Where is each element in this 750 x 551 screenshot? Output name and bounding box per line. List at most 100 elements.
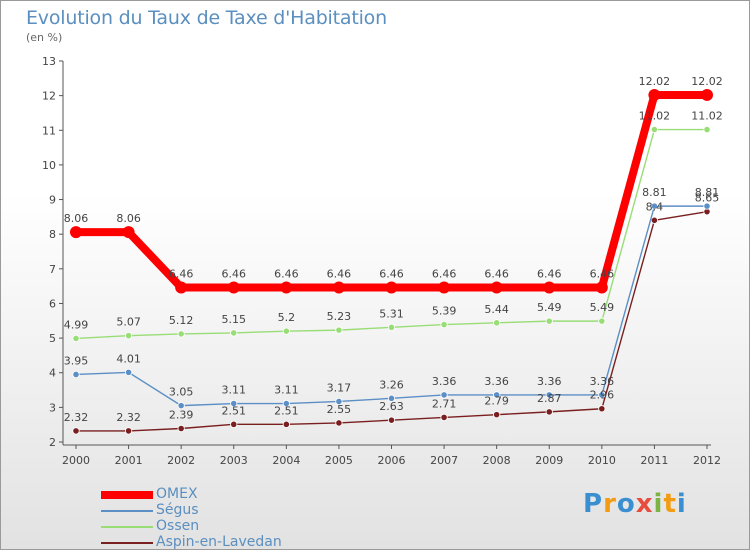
legend-swatch bbox=[101, 542, 153, 544]
x-tick-label: 2000 bbox=[62, 454, 90, 467]
data-label: 2.32 bbox=[64, 411, 89, 424]
data-point bbox=[650, 125, 659, 134]
data-label: 3.17 bbox=[327, 381, 352, 394]
logo-letter: r bbox=[603, 489, 617, 519]
logo-letter: i bbox=[676, 489, 687, 519]
data-label: 5.12 bbox=[169, 314, 194, 327]
data-label: 2.39 bbox=[169, 408, 194, 421]
data-point bbox=[335, 419, 343, 427]
data-label: 8.81 bbox=[642, 186, 667, 199]
data-label: 2.96 bbox=[590, 389, 615, 402]
data-label: 6.46 bbox=[484, 268, 509, 281]
logo-letter: o bbox=[616, 489, 636, 519]
data-label: 5.07 bbox=[116, 316, 141, 329]
data-label: 12.02 bbox=[639, 75, 671, 88]
x-tick-label: 2009 bbox=[535, 454, 563, 467]
series-line-omex bbox=[72, 90, 711, 292]
data-point bbox=[701, 88, 713, 101]
data-label: 3.26 bbox=[379, 378, 404, 391]
data-label: 3.95 bbox=[64, 354, 89, 367]
data-point bbox=[124, 427, 133, 435]
data-point bbox=[70, 226, 82, 239]
x-tick-label: 2010 bbox=[588, 454, 616, 467]
data-point bbox=[177, 402, 185, 410]
data-label: 6.46 bbox=[537, 268, 562, 281]
data-point bbox=[543, 281, 556, 294]
data-label: 5.49 bbox=[590, 301, 615, 314]
data-point bbox=[282, 327, 290, 335]
data-label: 6.46 bbox=[432, 268, 457, 281]
legend-label: Ségus bbox=[156, 502, 199, 518]
proxiti-logo: Proxiti bbox=[583, 489, 687, 519]
y-tick-label: 4 bbox=[49, 367, 56, 380]
data-point bbox=[335, 397, 343, 406]
x-tick-label: 2005 bbox=[325, 454, 353, 467]
data-point bbox=[282, 420, 290, 428]
data-label: 5.49 bbox=[537, 301, 562, 314]
data-point bbox=[493, 391, 501, 399]
data-label: 4.99 bbox=[64, 318, 89, 331]
data-point bbox=[648, 88, 661, 101]
x-tick-label: 2004 bbox=[272, 454, 300, 467]
y-tick-label: 7 bbox=[49, 263, 56, 276]
data-label: 5.44 bbox=[484, 303, 509, 316]
data-point bbox=[545, 391, 553, 399]
data-point bbox=[335, 326, 343, 334]
data-label: 3.11 bbox=[274, 384, 299, 397]
data-label: 3.36 bbox=[432, 375, 457, 388]
legend-swatch bbox=[101, 510, 153, 512]
data-label: 6.46 bbox=[274, 268, 299, 281]
data-label: 8.06 bbox=[116, 212, 141, 225]
data-label: 2.51 bbox=[274, 404, 299, 417]
logo-letter: t bbox=[663, 489, 677, 519]
data-point bbox=[650, 202, 659, 210]
data-label: 3.11 bbox=[222, 384, 247, 397]
data-point bbox=[230, 329, 238, 337]
data-label: 2.79 bbox=[484, 395, 509, 408]
x-tick-label: 2002 bbox=[167, 454, 195, 467]
data-label: 5.23 bbox=[327, 310, 352, 323]
data-label: 5.31 bbox=[379, 307, 404, 320]
data-point bbox=[387, 416, 396, 424]
data-label: 6.46 bbox=[169, 268, 194, 281]
legend-label: Aspin-en-Lavedan bbox=[156, 534, 282, 550]
data-label: 8.65 bbox=[695, 192, 720, 205]
data-point bbox=[490, 281, 503, 294]
data-point bbox=[440, 413, 448, 422]
y-tick-label: 5 bbox=[49, 332, 56, 345]
x-tick-label: 2012 bbox=[693, 454, 721, 467]
data-label: 5.15 bbox=[222, 313, 247, 326]
data-point bbox=[650, 216, 659, 224]
data-point bbox=[440, 391, 448, 399]
data-point bbox=[175, 281, 188, 294]
data-label: 3.36 bbox=[484, 375, 509, 388]
data-label: 6.46 bbox=[379, 268, 404, 281]
data-point bbox=[124, 368, 133, 376]
data-label: 6.46 bbox=[222, 268, 247, 281]
data-point bbox=[703, 125, 711, 134]
data-label: 2.32 bbox=[116, 411, 141, 424]
data-point bbox=[493, 319, 501, 327]
data-label: 6.46 bbox=[590, 268, 615, 281]
data-point bbox=[230, 420, 238, 428]
y-tick-label: 12 bbox=[42, 90, 56, 103]
data-point bbox=[438, 281, 451, 294]
y-tick-label: 8 bbox=[49, 228, 56, 241]
data-label: 3.36 bbox=[590, 375, 615, 388]
data-point bbox=[280, 281, 293, 294]
data-label: 5.2 bbox=[278, 311, 296, 324]
data-point bbox=[124, 332, 133, 340]
data-label: 4.01 bbox=[116, 352, 141, 365]
data-point bbox=[385, 281, 398, 294]
data-label: 8.4 bbox=[646, 200, 664, 213]
legend-swatch bbox=[101, 526, 153, 528]
x-tick-label: 2001 bbox=[115, 454, 143, 467]
y-tick-label: 10 bbox=[42, 159, 56, 172]
data-point bbox=[387, 394, 396, 402]
data-point bbox=[598, 391, 606, 399]
data-label: 11.02 bbox=[639, 110, 671, 123]
y-tick-label: 13 bbox=[42, 55, 56, 68]
data-point bbox=[230, 399, 238, 408]
